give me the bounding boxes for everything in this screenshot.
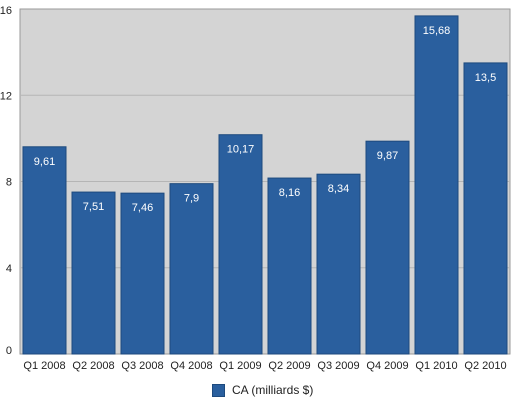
bar	[316, 173, 361, 355]
y-tick-label: 12	[0, 90, 12, 102]
bar	[218, 134, 263, 355]
legend-label: CA (milliards $)	[232, 383, 314, 397]
x-tick-label: Q1 2010	[415, 360, 457, 372]
data-label: 8,34	[328, 183, 349, 195]
data-label: 13,5	[475, 72, 496, 84]
x-tick-label: Q1 2008	[23, 360, 65, 372]
x-tick-label: Q4 2008	[170, 360, 212, 372]
bar	[71, 191, 116, 355]
bar	[365, 140, 410, 355]
legend: CA (milliards $)	[212, 383, 313, 397]
y-tick-label: 0	[6, 345, 12, 357]
x-tick-label: Q3 2009	[317, 360, 359, 372]
data-label: 8,16	[279, 187, 300, 199]
data-label: 15,68	[423, 25, 451, 37]
data-label: 7,51	[83, 201, 104, 213]
y-tick-label: 16	[0, 5, 12, 17]
x-tick-label: Q1 2009	[219, 360, 261, 372]
bar	[22, 146, 67, 355]
data-label: 9,61	[34, 156, 55, 168]
bar	[120, 192, 165, 355]
bar	[463, 62, 508, 355]
data-label: 7,9	[184, 193, 199, 205]
x-tick-label: Q4 2009	[366, 360, 408, 372]
legend-swatch	[212, 383, 225, 397]
y-tick-label: 8	[6, 177, 12, 189]
x-tick-label: Q2 2009	[268, 360, 310, 372]
y-tick-label: 4	[6, 263, 12, 275]
data-label: 9,87	[377, 150, 398, 162]
x-tick-label: Q3 2008	[121, 360, 163, 372]
x-tick-label: Q2 2010	[464, 360, 506, 372]
bar	[267, 177, 312, 355]
bar	[169, 183, 214, 355]
data-label: 7,46	[132, 202, 153, 214]
data-label: 10,17	[227, 144, 255, 156]
bar	[414, 15, 459, 355]
x-tick-label: Q2 2008	[72, 360, 114, 372]
